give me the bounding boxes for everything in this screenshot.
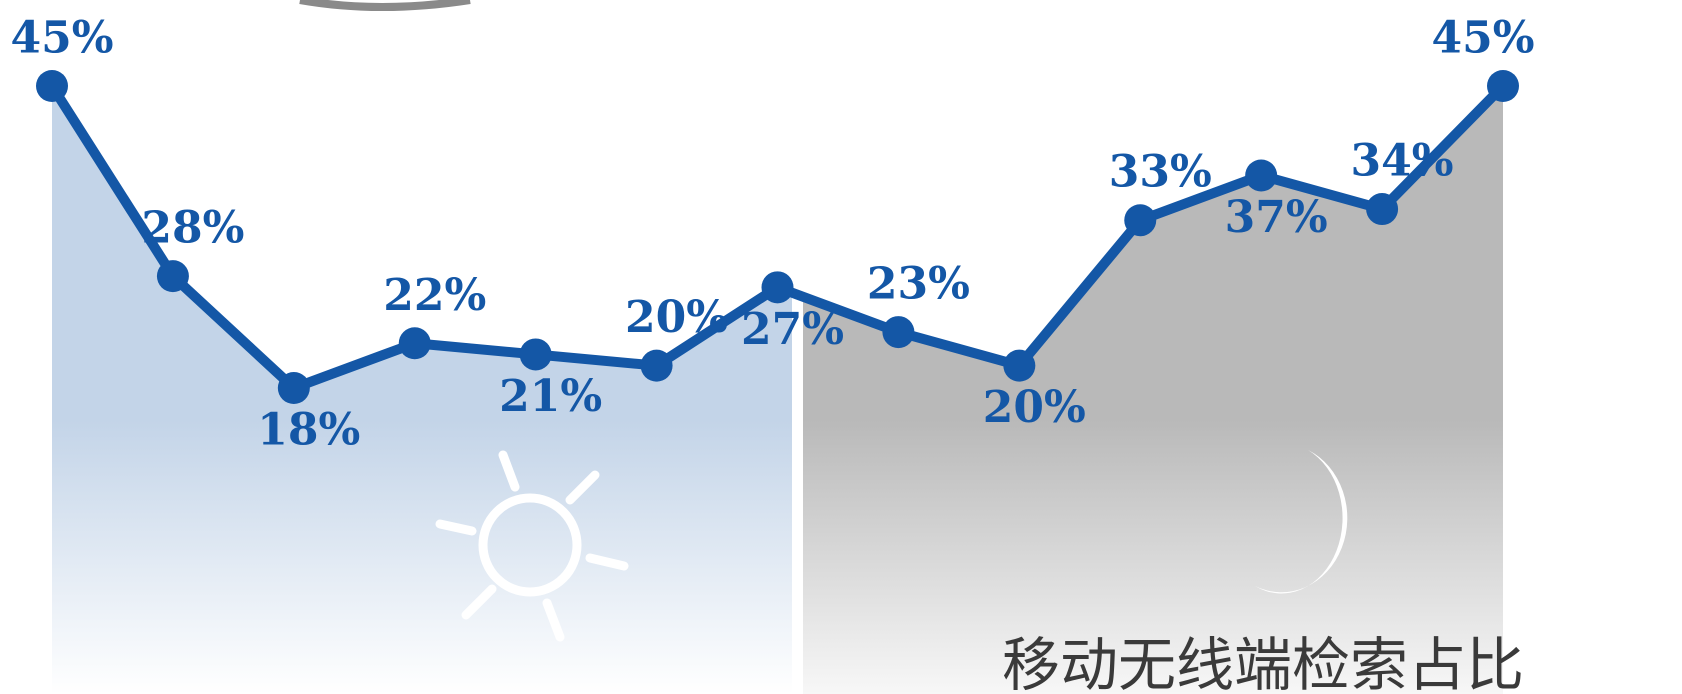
point <box>36 70 68 102</box>
sun-icon <box>435 450 629 642</box>
areas <box>52 86 1503 694</box>
value-label: 33% <box>1109 147 1212 198</box>
value-label: 34% <box>1351 136 1454 187</box>
point <box>761 271 794 304</box>
value-label: 45% <box>1431 13 1534 64</box>
point <box>156 260 189 293</box>
value-label: 37% <box>1225 192 1328 243</box>
value-label: 45% <box>10 13 113 64</box>
value-label: 28% <box>141 203 244 254</box>
value-label: 22% <box>383 270 486 321</box>
plot: 45% 28% 18% 22% 21% 20% 27% 23% 20% 33% 37% 34% 45% <box>10 13 1534 456</box>
value-label: 23% <box>867 259 970 310</box>
area-day <box>52 86 792 694</box>
point <box>1366 193 1399 226</box>
area-night <box>803 86 1503 694</box>
value-label: 21% <box>499 371 602 422</box>
point <box>1003 349 1036 382</box>
value-label: 18% <box>257 405 360 456</box>
point <box>640 349 673 382</box>
point <box>1487 70 1519 102</box>
point <box>519 338 552 371</box>
point <box>1245 159 1278 192</box>
point <box>277 372 310 404</box>
point <box>1124 204 1157 237</box>
point <box>882 316 915 349</box>
decor-arc <box>299 0 471 11</box>
chart-title: 移动无线端检索占比 <box>1002 631 1524 694</box>
point <box>398 327 431 360</box>
value-label: 20% <box>625 292 728 343</box>
value-label: 27% <box>741 304 844 355</box>
value-label: 20% <box>983 382 1086 433</box>
